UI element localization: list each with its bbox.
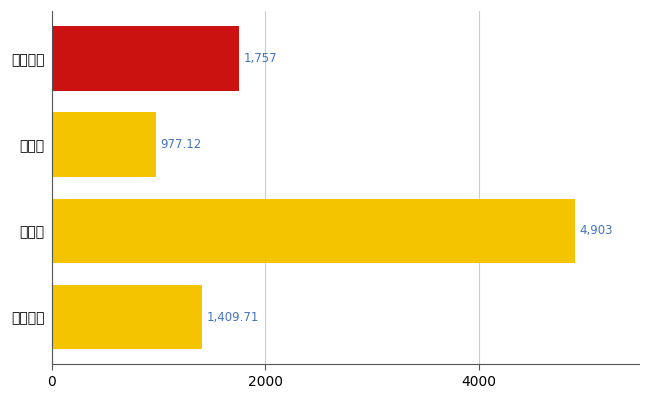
Bar (51, 26, 239, 91)
Bar (51, 112, 156, 177)
Text: 1,757: 1,757 (244, 52, 277, 65)
Bar (51, 285, 202, 349)
Bar (51, 198, 575, 263)
Text: 1,409.71: 1,409.71 (206, 310, 259, 324)
Text: 977.12: 977.12 (160, 138, 202, 151)
Text: 4,903: 4,903 (579, 224, 613, 237)
